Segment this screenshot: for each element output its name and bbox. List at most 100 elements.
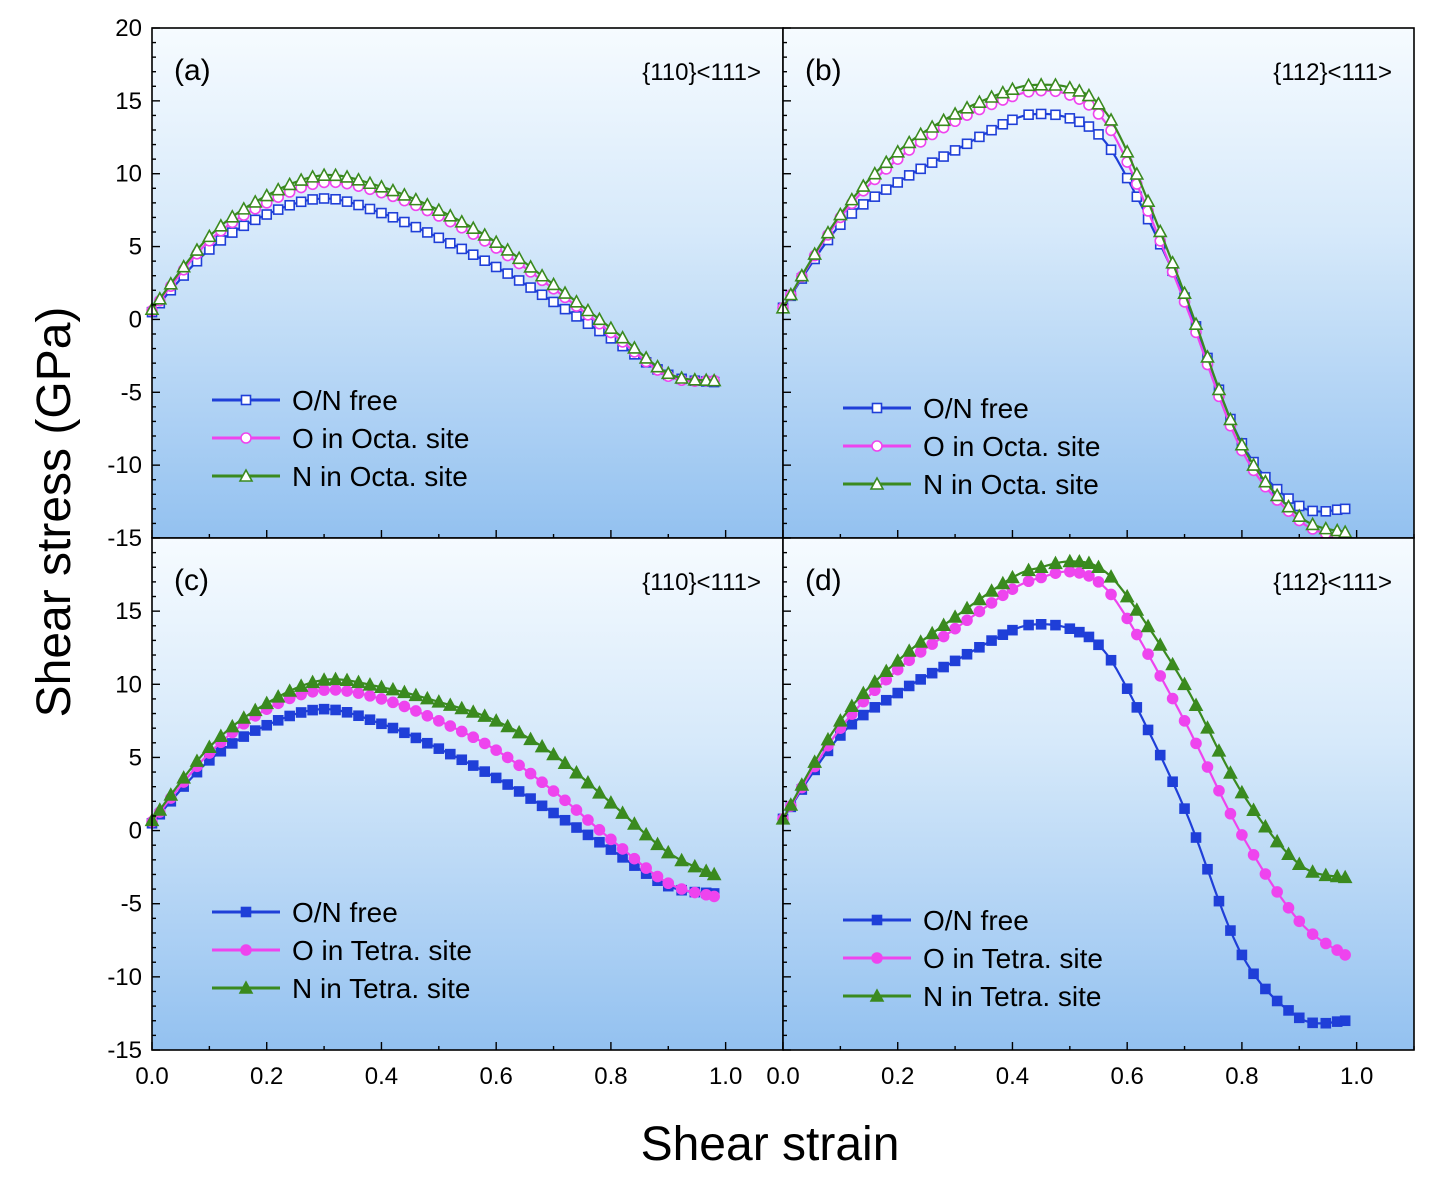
panel-b-data-point: [1105, 144, 1117, 156]
legend-label: O in Octa. site: [923, 431, 1100, 462]
panel-a-legend-item: O/N free: [212, 385, 398, 416]
panel-c-data-point: [376, 718, 387, 730]
panel-d-data-point: [997, 589, 1009, 602]
panel-c-data-point: [698, 863, 714, 877]
panel-d-data-point: [1258, 818, 1273, 833]
panel-c-data-point: [513, 786, 525, 797]
panel-c-data-point: [478, 737, 491, 750]
panel-d-data-point: [986, 635, 997, 646]
panel-d-data-point: [1131, 628, 1143, 641]
panel-b-data-point: [1165, 255, 1180, 269]
panel-d-data-point: [1293, 1012, 1305, 1024]
panel-b-data-point: [924, 119, 940, 133]
panel-c-legend-item: O in Tetra. site: [212, 935, 472, 966]
panel-d-data-point: [947, 609, 963, 623]
panel-c-data-point: [419, 690, 435, 705]
panel-c-data-point: [249, 725, 261, 736]
panel-d-data-point: [961, 648, 973, 660]
panel-b-data-point: [903, 170, 915, 181]
panel-d-data-point: [1035, 571, 1047, 584]
legend-label: N in Tetra. site: [292, 973, 470, 1004]
panel-d-data-point: [1165, 656, 1180, 671]
panel-a-data-point: [339, 169, 355, 183]
panel-d: 0.0 0.2 0.4 0.6 0.8 1.0(d) {112}<111>O/N freeO…: [766, 537, 1415, 1090]
panel-c-data-point: [559, 794, 571, 807]
panel-c-data-point: [557, 755, 573, 769]
panel-c-data-point: [650, 836, 665, 851]
panel-d-data-point: [1320, 937, 1332, 950]
panel-c-data-point: [261, 719, 273, 731]
panel-d-data-point: [783, 797, 799, 811]
panel-d-data-point: [1188, 697, 1204, 712]
panel-b-data-point: [794, 268, 810, 282]
panel-d-data-point: [1201, 761, 1214, 773]
panel-b-data-point: [1121, 172, 1133, 184]
panel-d-data-point: [1318, 867, 1334, 882]
panel-a-data-point: [500, 242, 516, 256]
panel-c-data-point: [318, 703, 330, 715]
panel-c-data-point: [224, 718, 240, 733]
panel-d-legend: O/N free O in Tetra. site N in Tetra. site: [843, 905, 1103, 1012]
panel-b-data-point: [820, 225, 836, 239]
panel-c-data-point: [272, 715, 284, 726]
panel-c-data-point: [385, 681, 401, 696]
panel-c-data-point: [502, 779, 513, 790]
panel-d-data-point: [1271, 995, 1283, 1007]
panel-d-data-point: [949, 655, 961, 667]
panel-c-data-point: [236, 710, 252, 724]
panel-b-data-point: [1337, 524, 1353, 538]
panel-c-data-point: [362, 677, 378, 691]
panel-d-data-point: [1223, 765, 1238, 779]
panel-c-data-point: [594, 836, 605, 848]
panel-c-data-point: [603, 795, 619, 809]
panel-a-data-point: [433, 232, 445, 244]
panel-c-x-tick-label: 0.6: [479, 1063, 512, 1090]
panel-b-legend: O/N free O in Octa. site N in Octa. site: [843, 393, 1100, 500]
panel-d-data-point: [1236, 949, 1248, 961]
panel-a-data-point: [546, 276, 561, 291]
panel-d-data-point: [1329, 868, 1345, 883]
panel-c-data-point: [408, 687, 424, 702]
panel-c-data-point: [259, 695, 275, 710]
panel-d-data-point: [903, 680, 915, 692]
panel-c-data-point: [488, 713, 504, 727]
panel-a-series-3: [144, 167, 722, 387]
panel-b-data-point: [984, 89, 999, 103]
panel-d-legend-item: O in Tetra. site: [843, 943, 1103, 974]
panel-c-data-point: [534, 738, 550, 753]
panel-d-data-point: [1305, 864, 1320, 878]
panel-a-data-point: [307, 194, 318, 205]
y-axis-title: Shear stress (GPa): [28, 307, 81, 718]
panel-c-data-point: [282, 683, 298, 697]
panel-a-data-point: [362, 175, 378, 190]
panel-a-background: [152, 28, 783, 538]
panel-b-data-point: [858, 199, 869, 210]
panel-a-data-point: [580, 302, 596, 317]
panel-b-data-point: [1318, 520, 1334, 535]
panel-b-data-point: [1140, 193, 1156, 207]
panel-d-data-point: [924, 625, 940, 640]
panel-c-y-tick-label: 10: [115, 671, 142, 698]
legend-label: O/N free: [923, 905, 1029, 936]
panel-c-legend-item: N in Tetra. site: [212, 973, 470, 1004]
panel-c-data-point: [238, 731, 250, 742]
panel-c-data-point: [387, 696, 399, 709]
panel-c-data-point: [490, 744, 502, 756]
panel-a-data-point: [364, 203, 376, 215]
panel-c-data-point: [467, 731, 480, 744]
panel-b-data-point: [1023, 109, 1034, 120]
panel-d-data-point: [1269, 833, 1285, 848]
panel-d-data-point: [1007, 624, 1018, 636]
panel-a-data-point: [674, 370, 689, 384]
panel-c-legend-item: O/N free: [212, 897, 398, 928]
panel-a-label: (a): [174, 54, 211, 87]
panel-b-data-point: [1291, 508, 1307, 522]
panel-b-data-point: [1035, 108, 1047, 120]
panel-a-legend-item: O in Octa. site: [212, 423, 469, 454]
panel-a-y-tick-label: 5: [129, 234, 142, 261]
panel-b-data-point: [1234, 437, 1250, 451]
panel-a-y-tick-label: 0: [129, 306, 142, 333]
panel-a-data-point: [569, 294, 584, 308]
panel-b-data-point: [1103, 112, 1119, 126]
panel-d-data-point: [1260, 983, 1271, 995]
